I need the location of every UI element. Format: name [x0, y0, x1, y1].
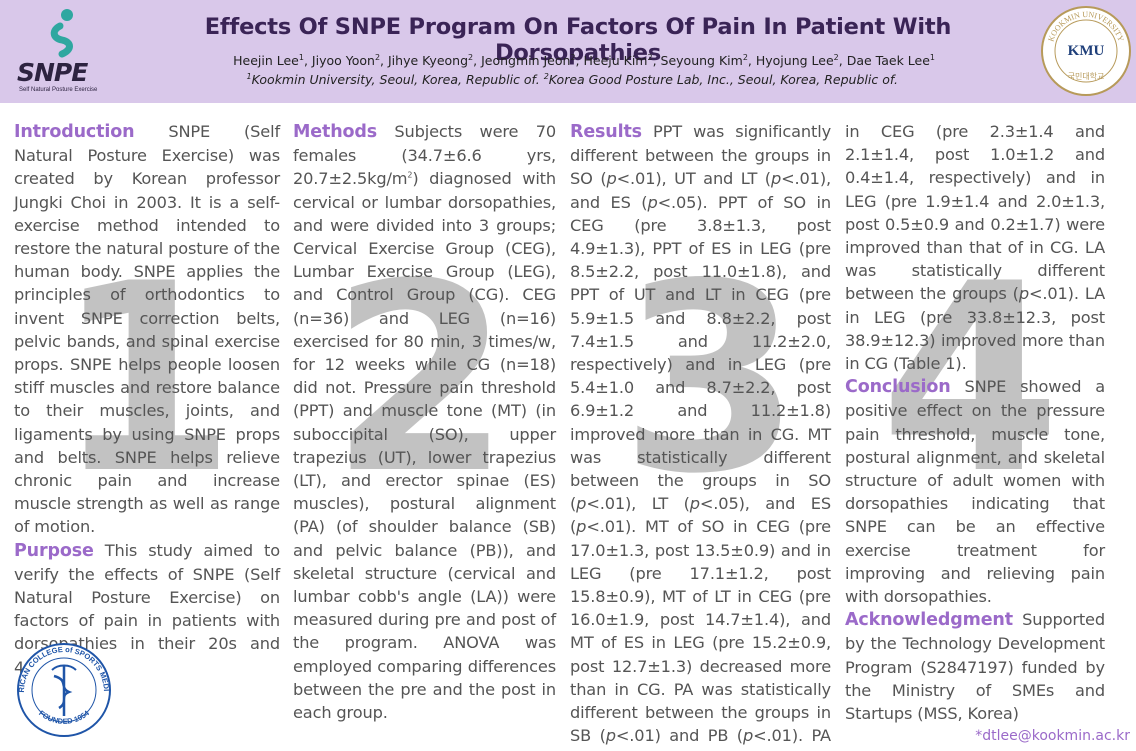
methods-section: Methods Subjects were 70 females (34.7±6…: [293, 120, 556, 724]
acknowledgment-body: Supported by the Technology Development …: [845, 610, 1105, 724]
author-affiliation-sup: 2: [833, 52, 839, 62]
snpe-logo-subtitle: Self Natural Posture Exercise: [19, 87, 98, 93]
acknowledgment-heading: Acknowledgment: [845, 610, 1013, 631]
author-affiliation-sup: 2: [647, 52, 653, 62]
methods-body-b: ) diagnosed with cervical or lumbar dors…: [293, 169, 556, 723]
author-name: Seyoung Kim: [660, 53, 743, 68]
kmu-korean-text: 국민대학교: [1068, 71, 1105, 81]
author-affiliation-sup: 2: [570, 52, 576, 62]
column-1: Introduction SNPE (Self Natural Posture …: [14, 120, 280, 679]
author-name: Dae Taek Lee: [846, 53, 930, 68]
acknowledgment-section: Acknowledgment Supported by the Technolo…: [845, 608, 1105, 725]
column-4: in CEG (pre 2.3±1.4 and 2.1±1.4, post 1.…: [845, 120, 1105, 725]
author-name: Heejin Lee: [233, 53, 299, 68]
watermark-number-3: 3: [620, 229, 801, 531]
snpe-logo-text: SNPE: [17, 58, 88, 87]
kmu-seal-icon: KOOKMIN UNIVERSITY KMU 국민대학교: [1041, 6, 1131, 96]
methods-superscript: 2: [407, 171, 413, 181]
watermark-number-4: 4: [880, 229, 1061, 531]
poster-title: Effects Of SNPE Program On Factors Of Pa…: [204, 14, 952, 66]
column-2: Methods Subjects were 70 females (34.7±6…: [293, 120, 556, 724]
affiliation-1: Kookmin University, Seoul, Korea, Republ…: [251, 72, 540, 87]
conclusion-body: SNPE showed a positive effect on the pre…: [845, 377, 1105, 607]
introduction-section: Introduction SNPE (Self Natural Posture …: [14, 120, 280, 539]
results-continued: in CEG (pre 2.3±1.4 and 2.1±1.4, post 1.…: [845, 122, 1105, 374]
results-heading: Results: [570, 122, 642, 142]
results-section: Results PPT was significantly different …: [570, 120, 831, 751]
author-list: Heejin Lee1, Jiyoo Yoon2, Jihye Kyeong2,…: [233, 52, 935, 68]
author-affiliation-sup: 2: [742, 52, 748, 62]
affiliation-2: Korea Good Posture Lab, Inc., Seoul, Kor…: [548, 72, 898, 87]
kmu-text: KMU: [1068, 43, 1105, 59]
author-affiliation-sup: 1: [298, 52, 304, 62]
affiliation-1-sup: 1: [246, 71, 252, 81]
author-affiliation-sup: 1: [929, 52, 935, 62]
affiliation-line: 1Kookmin University, Seoul, Korea, Repub…: [120, 72, 898, 87]
snpe-logo-icon: [50, 9, 73, 58]
header-band: [0, 0, 1136, 103]
conclusion-heading: Conclusion: [845, 377, 951, 398]
author-name: Jeongmin Jeon: [481, 53, 571, 68]
author-name: Hyojung Lee: [755, 53, 834, 68]
author-name: Heeju Kim: [583, 53, 648, 68]
watermark-number-1: 1: [55, 229, 236, 531]
conclusion-section: Conclusion SNPE showed a positive effect…: [845, 375, 1105, 608]
purpose-heading: Purpose: [14, 540, 94, 561]
results-body: PPT was significantly different between …: [570, 122, 831, 751]
column-3: Results PPT was significantly different …: [570, 120, 831, 751]
author-affiliation-sup: 2: [374, 52, 381, 62]
methods-heading: Methods: [293, 122, 378, 142]
author-name: Jihye Kyeong: [387, 53, 469, 68]
author-affiliation-sup: 2: [468, 52, 474, 62]
introduction-heading: Introduction: [14, 122, 135, 142]
introduction-body: SNPE (Self Natural Posture Exercise) was…: [14, 122, 281, 537]
author-name: Jiyoo Yoon: [311, 53, 375, 68]
methods-body-a: Subjects were 70 females (34.7±6.6 yrs, …: [293, 122, 556, 189]
affiliation-2-sup: 2: [543, 71, 549, 81]
contact-email[interactable]: *dtlee@kookmin.ac.kr: [975, 728, 1130, 744]
watermark-number-2: 2: [330, 229, 511, 531]
acsm-seal-icon: AMERICAN COLLEGE of SPORTS MEDICINE FOUN…: [14, 640, 111, 737]
